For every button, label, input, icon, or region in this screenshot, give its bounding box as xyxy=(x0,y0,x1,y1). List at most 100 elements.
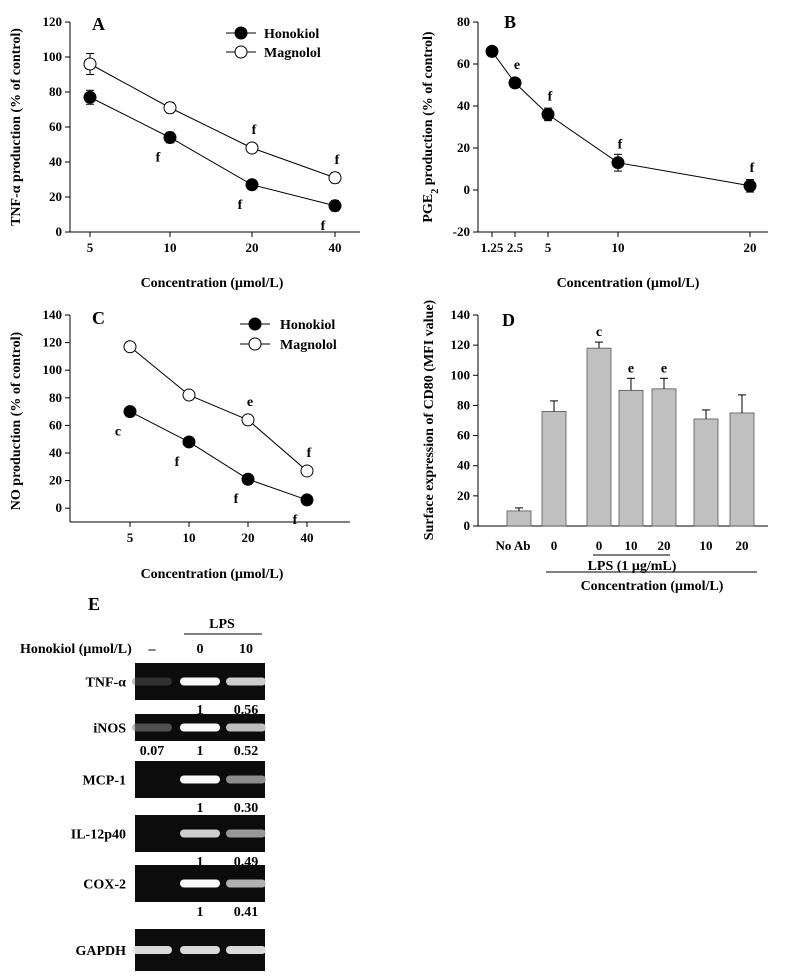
x-tick-label: 5 xyxy=(545,240,552,255)
significance-label: f xyxy=(321,219,326,234)
blot-treatment-label: Honokiol (μmol/L) xyxy=(20,642,132,657)
y-tick-label: 100 xyxy=(43,49,63,64)
panel-c-letter: C xyxy=(92,308,105,328)
bar xyxy=(693,418,719,527)
series-line-honokiol xyxy=(129,411,308,501)
panel-e-letter: E xyxy=(88,594,100,614)
panel-b-ylabel-subscript: 2 xyxy=(430,189,441,194)
x-tick-label: 20 xyxy=(744,240,757,255)
panel-b-ylabel: PGE2 production (% of control) xyxy=(421,31,441,222)
panel-a-xlabel: Concentration (μmol/L) xyxy=(141,276,284,291)
panel-c-ylabel: NO production (% of control) xyxy=(9,331,24,510)
data-point xyxy=(83,57,97,71)
x-tick-label: 20 xyxy=(736,538,749,553)
y-tick-label: 100 xyxy=(43,362,63,377)
significance-label: e xyxy=(247,395,253,410)
data-point xyxy=(743,179,757,193)
data-point xyxy=(123,405,137,419)
significance-label: f xyxy=(234,492,239,507)
lane-label: – xyxy=(148,642,157,657)
y-tick-label: 80 xyxy=(49,390,62,405)
band-density-value: 0.07 xyxy=(140,744,165,759)
significance-label: e xyxy=(514,58,520,73)
blot-row-label: GAPDH xyxy=(75,944,126,959)
data-point xyxy=(163,131,177,144)
band-density-value: 1 xyxy=(197,905,204,920)
significance-label: f xyxy=(156,151,161,166)
blot-band xyxy=(226,775,266,784)
x-tick-label: 2.5 xyxy=(507,240,524,255)
y-tick-label: 60 xyxy=(457,56,470,71)
blot-row-label: TNF-α xyxy=(86,676,127,691)
x-tick-label: 10 xyxy=(625,538,638,553)
x-tick-label: 5 xyxy=(87,240,94,255)
panel-c-xlabel: Concentration (μmol/L) xyxy=(141,567,284,582)
significance-label: c xyxy=(596,325,602,340)
legend-label-magnolol: Magnolol xyxy=(264,46,321,61)
significance-label: f xyxy=(175,455,180,470)
blot-band xyxy=(132,946,172,954)
panel-d-xlabel: Concentration (μmol/L) xyxy=(581,579,724,594)
y-tick-label: 40 xyxy=(457,458,470,473)
significance-label: f xyxy=(618,138,623,153)
bar xyxy=(618,389,644,527)
y-tick-label: 20 xyxy=(457,488,470,503)
band-density-value: 0.30 xyxy=(234,801,259,816)
panel-d-ylabel: Surface expression of CD80 (MFI value) xyxy=(422,299,437,540)
panel-c-legend: Honokiol Magnolol xyxy=(240,317,337,353)
blot-lps-label: LPS xyxy=(209,617,235,632)
data-point xyxy=(245,178,259,192)
y-tick-label: 40 xyxy=(457,98,470,113)
significance-label: c xyxy=(115,425,121,440)
x-tick-label: 1.25 xyxy=(481,240,504,255)
band-density-value: 0.41 xyxy=(234,905,259,920)
y-tick-label: 60 xyxy=(49,417,62,432)
y-tick-label: 80 xyxy=(457,14,470,29)
blot-band xyxy=(226,946,266,954)
y-tick-label: 120 xyxy=(451,337,471,352)
y-tick-label: 100 xyxy=(451,367,471,382)
data-point xyxy=(241,413,255,427)
bar xyxy=(506,510,532,527)
legend-label-honokiol: Honokiol xyxy=(280,318,335,333)
y-tick-label: 20 xyxy=(49,189,62,204)
data-point xyxy=(485,44,499,58)
significance-label: f xyxy=(293,513,298,528)
data-point xyxy=(328,199,342,213)
series-line-honokiol xyxy=(89,96,336,207)
y-tick-label: 120 xyxy=(43,335,63,350)
data-point xyxy=(83,90,97,104)
y-tick-label: 60 xyxy=(49,119,62,134)
x-tick-label: 20 xyxy=(658,538,671,553)
band-density-value: 1 xyxy=(197,801,204,816)
x-tick-label: 10 xyxy=(612,240,625,255)
panel-b-ylabel-main: PGE xyxy=(421,194,436,223)
y-tick-label: 0 xyxy=(464,518,471,533)
significance-label: e xyxy=(661,361,667,376)
lps-label: LPS (1 μg/mL) xyxy=(588,559,677,574)
significance-label: f xyxy=(307,446,312,461)
panel-d: D Surface expression of CD80 (MFI value)… xyxy=(422,299,768,594)
bar xyxy=(541,411,567,527)
y-tick-label: 0 xyxy=(56,224,63,239)
x-tick-label: 0 xyxy=(551,538,558,553)
bar xyxy=(729,412,755,527)
data-point xyxy=(508,76,522,90)
panel-a-letter: A xyxy=(92,14,105,34)
panel-a-ylabel: TNF-α production (% of control) xyxy=(9,28,24,226)
data-point xyxy=(300,464,314,478)
y-tick-label: 0 xyxy=(56,500,63,515)
series-line-magnolol xyxy=(89,63,336,179)
band-density-value: 1 xyxy=(197,855,204,870)
blot-band xyxy=(132,677,172,686)
blot-band xyxy=(226,829,266,838)
blot-band xyxy=(226,879,266,888)
blot-row-label: MCP-1 xyxy=(82,774,126,789)
significance-label: e xyxy=(628,361,634,376)
blot-band xyxy=(226,723,266,732)
series-line-magnolol xyxy=(129,346,308,472)
x-tick-label: 10 xyxy=(183,530,196,545)
bar xyxy=(651,388,677,527)
